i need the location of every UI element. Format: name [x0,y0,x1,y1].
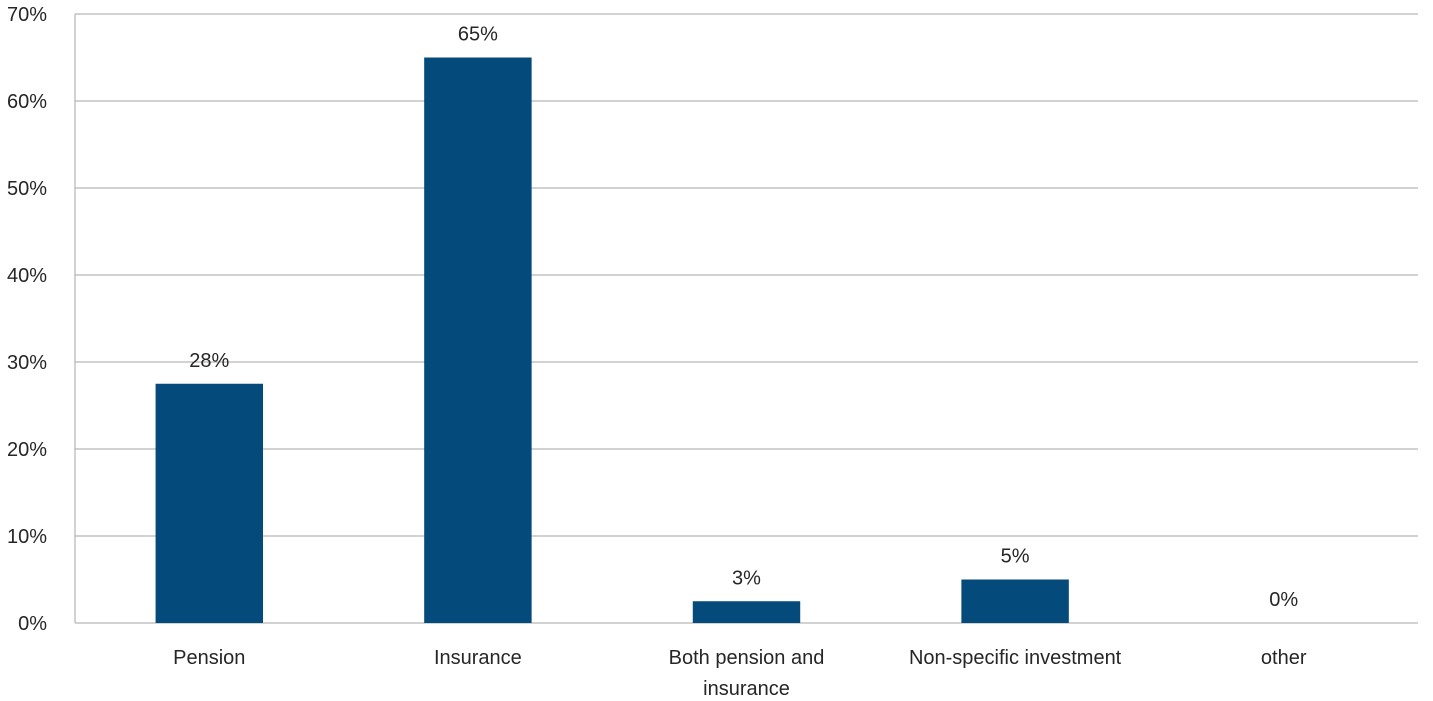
y-tick-label: 50% [7,178,47,200]
y-tick-label: 10% [7,526,47,548]
y-axis: 0% 10% 20% 30% 40% 50% 60% 70% [7,4,76,635]
y-tick-label: 70% [7,4,47,26]
y-tick-label: 0% [18,613,47,635]
x-category-label: Pension [173,647,245,669]
data-label: 3% [732,567,761,589]
y-tick-label: 60% [7,91,47,113]
bar [155,383,264,623]
bar [424,57,532,623]
x-category-label: Non-specific investment [909,647,1122,669]
x-category-label: Both pension and [669,647,825,669]
y-tick-label: 20% [7,439,47,461]
x-axis: Pension Insurance Both pension and insuranc… [173,647,1307,700]
data-label: 65% [458,24,498,46]
data-label: 28% [189,350,229,372]
y-tick-label: 30% [7,352,47,374]
x-category-label: other [1261,647,1307,669]
gridlines [75,13,1418,624]
data-label: 0% [1269,589,1298,611]
bar [961,579,1069,623]
y-tick-label: 40% [7,265,47,287]
x-category-label: Insurance [434,647,522,669]
bar [692,601,801,623]
bars [155,57,1069,623]
data-labels: 28% 65% 3% 5% 0% [189,24,1298,612]
data-label: 5% [1001,546,1030,568]
x-category-label: insurance [703,678,790,700]
